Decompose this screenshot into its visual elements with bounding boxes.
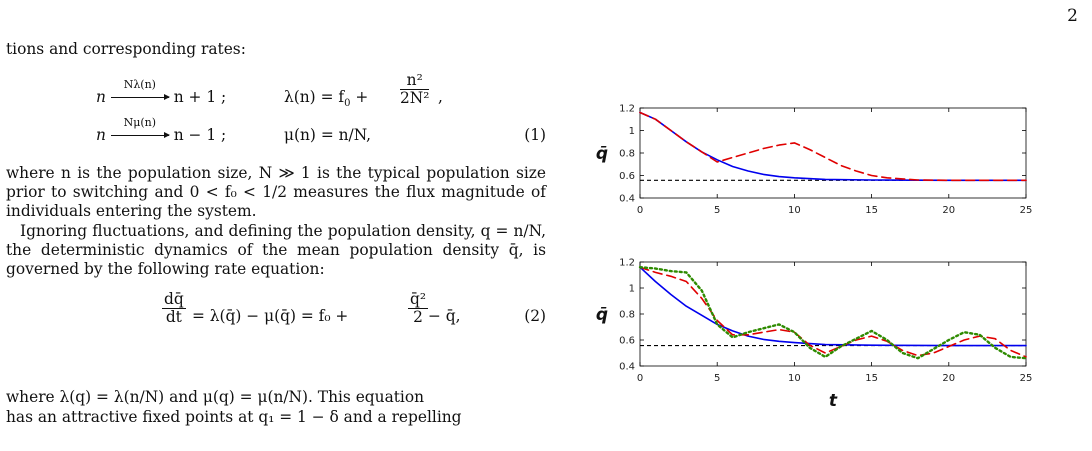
x-tick-label: 0 — [637, 205, 643, 216]
equation-1-row-1: n Nλ(n) n + 1 ; λ(n) = f0 + n² 2N² , — [6, 72, 546, 116]
y-axis-label: q̄ — [596, 144, 608, 164]
y-tick-label: 1.2 — [619, 104, 635, 115]
y-tick-label: 0.4 — [619, 362, 635, 373]
y-tick-label: 0.8 — [619, 149, 635, 160]
series-solid-0000ee — [639, 111, 1027, 182]
series-dashed-e00000 — [639, 111, 1027, 182]
eq1-row2-arrow-label: Nμ(n) — [123, 116, 157, 129]
x-axis-label: t — [829, 391, 838, 411]
x-tick-label: 5 — [714, 373, 720, 384]
y-tick-label: 0.6 — [619, 336, 635, 347]
series-dotted-2e8b00 — [638, 266, 1028, 360]
eq1-row2-lhs: n — [96, 126, 106, 144]
eq1-row1-rhs: n + 1 ; — [173, 88, 227, 106]
y-tick-label: 1.2 — [619, 258, 635, 269]
series-solid-0000ee — [639, 266, 1027, 347]
eq1-row1-frac-den: 2N² — [400, 89, 430, 107]
eq1-row1-tail: , — [438, 88, 443, 106]
x-tick-label: 15 — [865, 373, 878, 384]
equation-2: dq̄ dt = λ(q̄) − μ(q̄) = f₀ + q̄² 2 − q̄… — [6, 291, 546, 335]
x-tick-label: 10 — [788, 205, 801, 216]
eq1-row1-plus: + — [350, 88, 369, 106]
y-tick-label: 1 — [629, 284, 635, 295]
eq1-row1-lhs: n — [96, 88, 106, 106]
chart-1-frame — [639, 107, 1027, 199]
eq2-frac-den: dt — [165, 308, 182, 326]
x-tick-label: 15 — [865, 205, 878, 216]
x-tick-label: 20 — [942, 373, 955, 384]
chart-1: 0 5 10 15 20 25 0.4 0.6 0.8 1 1.2 q̄ — [596, 104, 1032, 217]
eq2-frac2-den: 2 — [413, 308, 423, 326]
paragraph-3: Ignoring fluctuations, and defining the … — [6, 222, 546, 278]
x-tick-label: 25 — [1020, 205, 1033, 216]
eq2-frac2-num: q̄² — [408, 290, 429, 309]
x-tick-label: 5 — [714, 205, 720, 216]
eq1-row2-rate: μ(n) = n/N, — [284, 126, 372, 144]
paragraph-4-line-1: where λ(q) = λ(n/N) and μ(q) = μ(n/N). T… — [6, 388, 425, 406]
x-tick-label: 25 — [1020, 373, 1033, 384]
series-dashed-e00000 — [639, 266, 1027, 358]
eq1-row2-rhs: n − 1 ; — [173, 126, 227, 144]
equation-number-1: (1) — [524, 126, 546, 144]
paragraph-4-line-2: has an attractive fixed points at q₁ = 1… — [6, 408, 462, 426]
x-tick-label: 20 — [942, 205, 955, 216]
y-tick-label: 1 — [629, 126, 635, 137]
equation-1-row-2: n Nμ(n) n − 1 ; μ(n) = n/N, (1) — [6, 116, 546, 162]
y-tick-label: 0.4 — [619, 194, 635, 205]
x-tick-label: 10 — [788, 373, 801, 384]
y-tick-label: 0.8 — [619, 310, 635, 321]
y-axis-label: q̄ — [596, 305, 608, 325]
eq2-tail: − q̄, — [428, 307, 461, 325]
eq1-row2-arrow: Nμ(n) — [110, 116, 170, 145]
chart-2: 0 5 10 15 20 25 0.4 0.6 0.8 1 1.2 q̄ t — [596, 258, 1032, 412]
eq1-row1-rate: λ(n) = f — [284, 88, 345, 106]
paragraph-2: where n is the population size, N ≫ 1 is… — [6, 164, 546, 220]
y-tick-label: 0.6 — [619, 171, 635, 182]
page-number: 2 — [1067, 6, 1078, 26]
eq1-row1-rate-sub: 0 — [344, 98, 351, 110]
eq2-middle: = λ(q̄) − μ(q̄) = f₀ + — [192, 307, 349, 325]
eq1-row1-fraction: n² 2N² — [400, 72, 430, 107]
eq2-fraction: dq̄ dt — [162, 291, 186, 326]
eq2-frac-num: dq̄ — [162, 290, 186, 309]
eq1-row1-arrow-label: Nλ(n) — [123, 78, 156, 91]
eq2-fraction-2: q̄² 2 — [408, 290, 429, 326]
eq1-row1-frac-num: n² — [400, 72, 430, 90]
equation-number-2: (2) — [524, 307, 546, 325]
x-tick-label: 0 — [637, 373, 643, 384]
intro-text: tions and corresponding rates: — [6, 40, 246, 58]
eq1-row1-arrow: Nλ(n) — [110, 78, 170, 107]
